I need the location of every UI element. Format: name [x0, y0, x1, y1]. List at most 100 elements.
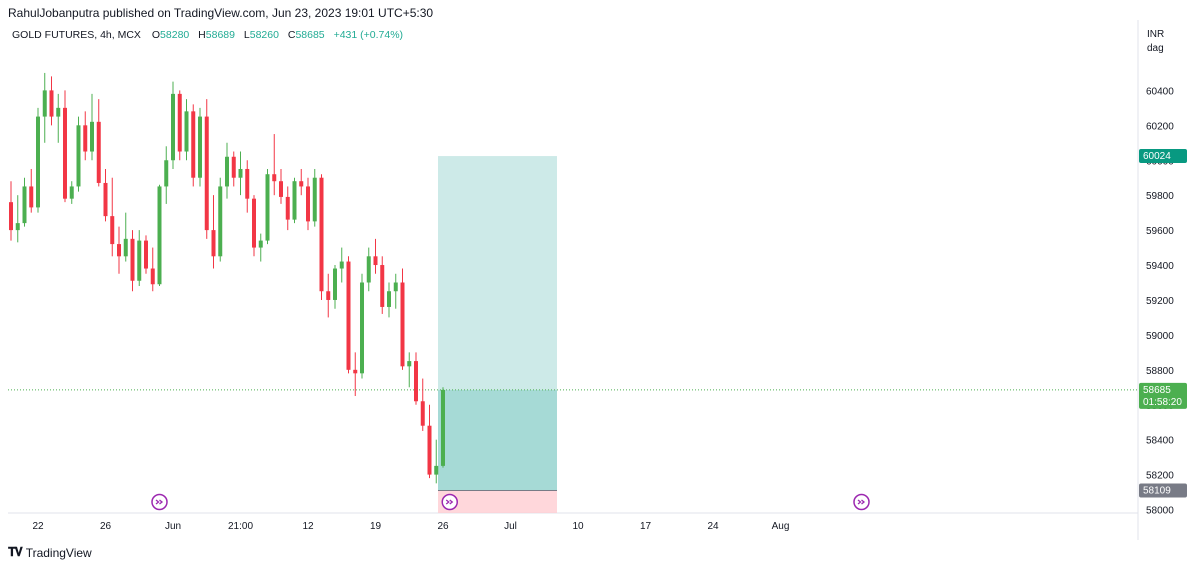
candle-body	[225, 156, 229, 187]
candle-body	[144, 240, 148, 269]
y-tick-label: 58000	[1146, 506, 1174, 517]
y-tick-label: 59600	[1146, 226, 1174, 237]
candle-body	[198, 116, 202, 178]
candle-body	[272, 174, 277, 182]
publish-header: RahulJobanputra published on TradingView…	[8, 6, 433, 20]
y-tick-label: 58800	[1146, 366, 1174, 377]
stop-price-tag-bg	[1139, 483, 1187, 498]
candle-body	[306, 186, 310, 222]
x-tick-label: 12	[302, 521, 314, 532]
stop-price-tag: 58109	[1143, 485, 1171, 496]
candle-body	[333, 268, 337, 300]
candle-body	[238, 168, 243, 178]
y-tick-label: 60400	[1146, 86, 1174, 97]
x-tick-label: Jul	[504, 521, 517, 532]
candle-body	[252, 198, 256, 248]
x-tick-label: 26	[437, 521, 449, 532]
candle-body	[346, 261, 351, 370]
high-value: 58689	[205, 29, 235, 41]
y-tick-label: 58200	[1146, 471, 1174, 482]
low-label: L	[243, 29, 250, 41]
candle-body	[279, 181, 283, 197]
footer-brand: 𝐓𝐕 TradingView	[8, 545, 92, 560]
candle-body	[400, 282, 405, 367]
event-marker-glyph	[445, 499, 454, 505]
candle-body	[380, 265, 385, 307]
last-price-tag: 58685	[1143, 385, 1171, 396]
currency-unit[interactable]: INR dag	[1147, 28, 1164, 56]
candle-body	[36, 116, 40, 208]
candle-body	[76, 125, 81, 187]
candle-body	[393, 282, 398, 292]
candle-body	[29, 186, 34, 208]
x-tick-label: 26	[100, 521, 112, 532]
candle-body	[110, 216, 115, 245]
publisher-name[interactable]: RahulJobanputra	[8, 6, 100, 20]
candle-body	[373, 256, 378, 266]
candle-body	[9, 202, 13, 231]
close-value: 58685	[295, 29, 325, 41]
candle-body	[191, 111, 196, 178]
candle-body	[184, 111, 189, 152]
candle-body	[258, 240, 263, 248]
publish-info: published on TradingView.com, Jun 23, 20…	[102, 6, 434, 20]
candle-body	[299, 181, 304, 187]
candle-body	[164, 160, 169, 187]
candle-body	[319, 177, 324, 292]
open-value: 58280	[160, 29, 190, 41]
x-tick-label: 19	[370, 521, 382, 532]
close-label: C	[287, 29, 296, 41]
y-tick-label: 60200	[1146, 121, 1174, 132]
candle-body	[63, 107, 67, 199]
y-tick-label: 59800	[1146, 191, 1174, 202]
candle-body	[387, 291, 391, 307]
open-profit-zone	[438, 389, 557, 491]
open-label: O	[151, 29, 161, 41]
last-price-tag: 01:58:20	[1143, 397, 1182, 408]
candle-body	[83, 125, 88, 152]
candle-body	[218, 186, 223, 257]
candle-body	[69, 186, 74, 199]
symbol-legend: GOLD FUTURES, 4h, MCX O58280 H58689 L582…	[12, 29, 409, 41]
currency-label: INR	[1147, 29, 1165, 40]
y-tick-label: 59400	[1146, 261, 1174, 272]
candle-body	[130, 238, 135, 281]
candle-body	[339, 261, 344, 269]
candle-body	[434, 465, 439, 475]
candle-body	[137, 240, 142, 281]
candle-body	[366, 256, 371, 283]
y-tick-label: 59000	[1146, 331, 1174, 342]
y-tick-label: 59200	[1146, 296, 1174, 307]
candle-body	[420, 401, 425, 426]
candle-body	[265, 174, 270, 241]
footer-brand-label: TradingView	[25, 545, 92, 560]
loss-zone	[438, 490, 557, 513]
y-tick-label: 58400	[1146, 436, 1174, 447]
candle-body	[245, 168, 250, 199]
target-price-tag-bg	[1139, 149, 1187, 164]
candle-body	[427, 425, 432, 475]
target-price-tag: 60024	[1143, 151, 1171, 162]
candle-body	[90, 121, 94, 152]
x-tick-label: Aug	[772, 521, 790, 532]
symbol-title[interactable]: GOLD FUTURES, 4h, MCX	[12, 29, 141, 41]
x-tick-label: 10	[572, 521, 584, 532]
change-value: +431 (+0.74%)	[333, 29, 404, 41]
candle-body	[231, 156, 236, 178]
candle-body	[49, 90, 54, 117]
high-label: H	[198, 29, 206, 41]
candle-body	[360, 282, 364, 374]
candle-body	[285, 196, 290, 220]
event-marker-glyph	[857, 499, 866, 505]
candle-body	[292, 181, 297, 220]
candle-body	[204, 116, 209, 231]
candle-body	[123, 238, 128, 257]
candle-body	[441, 389, 445, 466]
candle-body	[211, 230, 216, 257]
last-price-tag-bg	[1139, 382, 1187, 409]
candle-body	[117, 244, 121, 257]
event-marker-glyph	[155, 499, 164, 505]
candle-body	[157, 186, 162, 285]
